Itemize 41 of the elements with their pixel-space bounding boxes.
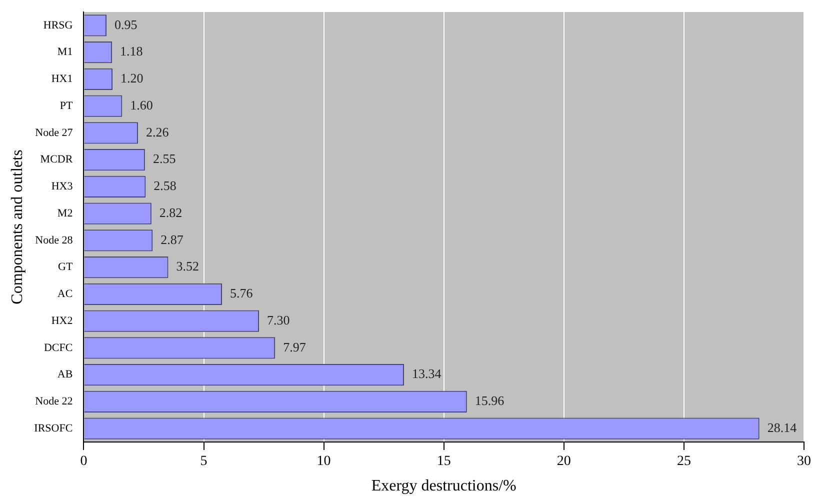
data-label: 1.20 xyxy=(120,70,144,86)
data-label: 15.96 xyxy=(474,393,505,408)
y-tick-label: M2 xyxy=(57,207,73,220)
data-label: 2.87 xyxy=(160,232,184,247)
x-tick-label: 15 xyxy=(436,454,451,470)
y-tick-label: AC xyxy=(57,288,73,300)
data-label: 7.97 xyxy=(283,339,306,354)
y-tick-label: HX1 xyxy=(51,73,73,86)
y-tick-label: Node 22 xyxy=(35,396,73,408)
x-tick-label: 25 xyxy=(676,454,691,470)
y-tick-label: DCFC xyxy=(44,342,73,354)
x-tick-label: 5 xyxy=(200,454,208,470)
y-tick-label: MCDR xyxy=(40,154,74,166)
y-tick-label: Node 28 xyxy=(35,234,74,246)
y-tick-label: PT xyxy=(60,100,73,112)
data-label: 5.76 xyxy=(230,286,254,301)
data-label: 28.14 xyxy=(767,420,798,435)
y-tick-label: Node 27 xyxy=(35,126,74,139)
y-tick-label: GT xyxy=(58,261,73,274)
data-label: 1.18 xyxy=(120,44,143,59)
data-label: 3.52 xyxy=(176,258,199,274)
y-tick-label: HX3 xyxy=(51,180,74,193)
data-label: 7.30 xyxy=(266,312,290,328)
data-label: 13.34 xyxy=(412,366,442,382)
y-tick-label: IRSOFC xyxy=(34,422,73,434)
y-tick-label: HX2 xyxy=(51,314,73,327)
x-axis-title: Exergy destructions/% xyxy=(371,478,516,495)
data-label: 1.60 xyxy=(130,97,153,112)
data-label: 2.82 xyxy=(159,204,182,220)
data-label: 0.95 xyxy=(114,16,138,32)
data-label: 2.58 xyxy=(154,178,176,194)
x-tick-label: 20 xyxy=(556,454,571,470)
data-label: 2.26 xyxy=(146,124,170,140)
y-axis-title: Components and outlets xyxy=(8,150,26,304)
data-label: 2.55 xyxy=(152,151,176,166)
x-tick-label: 0 xyxy=(80,454,88,470)
y-tick-label: AB xyxy=(57,368,73,381)
y-tick-label: M1 xyxy=(57,46,73,58)
y-tick-label: HRSG xyxy=(43,19,73,32)
x-tick-label: 10 xyxy=(316,454,331,470)
x-tick-label: 30 xyxy=(797,454,811,470)
